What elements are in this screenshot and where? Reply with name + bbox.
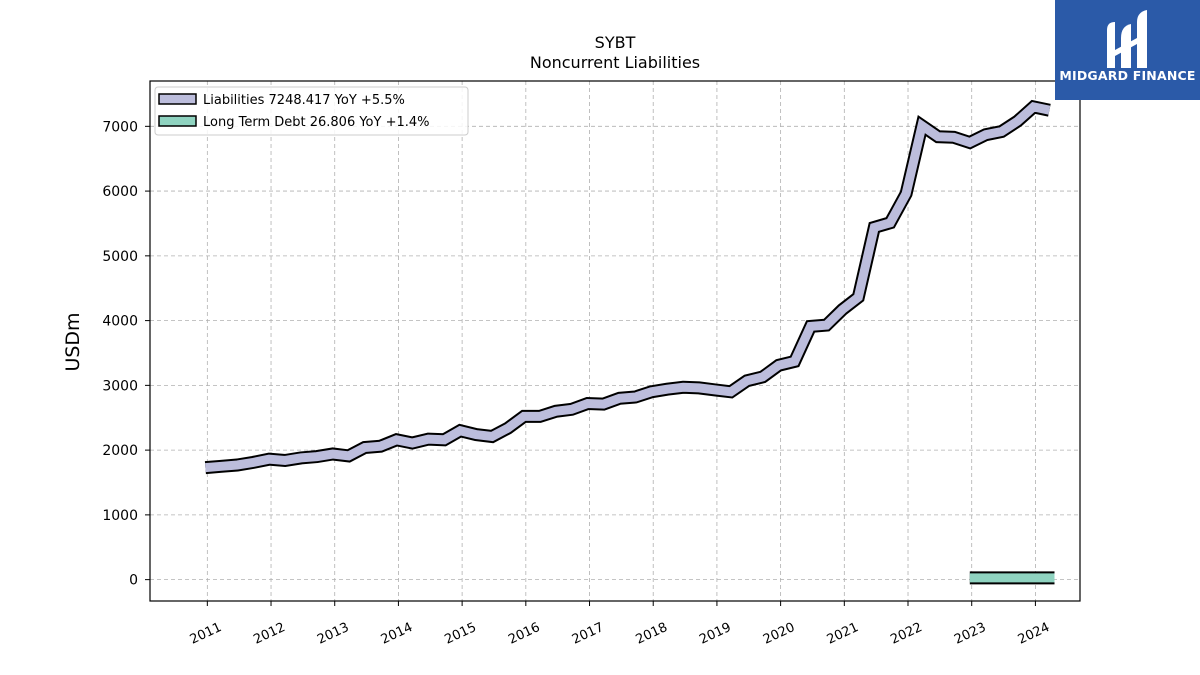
brand-logo: MIDGARD FINANCE	[1055, 0, 1200, 100]
series-outline-liabilities	[204, 99, 1051, 475]
y-tick-label: 3000	[102, 378, 138, 394]
x-tick-label: 2018	[634, 620, 670, 648]
grid	[150, 81, 1080, 601]
y-axis: 0 1000 2000 3000 4000 5000 6000 7000	[102, 119, 150, 589]
x-tick-label: 2021	[825, 620, 861, 648]
y-axis-label: USDm	[62, 312, 84, 371]
x-axis: 2011 2012 2013 2014 2015 2016 2017 2018 2019 2020…	[188, 601, 1052, 648]
y-tick-label: 2000	[102, 443, 138, 459]
logo-brand-text: MIDGARD FINANCE	[1059, 68, 1196, 83]
y-tick-label: 7000	[102, 119, 138, 135]
x-tick-label: 2014	[379, 620, 415, 648]
legend-label-long-term-debt: Long Term Debt 26.806 YoY +1.4%	[203, 115, 430, 130]
legend-swatch-long-term-debt	[158, 115, 197, 127]
x-tick-label: 2016	[506, 620, 542, 648]
x-tick-label: 2020	[761, 620, 797, 648]
y-tick-label: 6000	[102, 184, 138, 200]
x-tick-label: 2015	[442, 620, 478, 648]
x-tick-label: 2024	[1016, 620, 1052, 648]
legend-label-liabilities: Liabilities 7248.417 YoY +5.5%	[203, 93, 405, 108]
x-tick-label: 2011	[188, 620, 224, 648]
x-tick-label: 2019	[697, 620, 733, 648]
x-tick-label: 2022	[888, 620, 924, 648]
legend-box	[154, 86, 469, 136]
y-tick-label: 4000	[102, 314, 138, 330]
y-tick-label: 1000	[102, 508, 138, 524]
y-tick-label: 0	[129, 573, 138, 589]
chart-title: SYBT	[595, 33, 636, 52]
plot-frame	[149, 80, 1081, 602]
chart-subtitle: Noncurrent Liabilities	[530, 53, 700, 72]
legend-swatch-liabilities	[158, 93, 197, 105]
series-line-liabilities	[205, 102, 1051, 473]
x-tick-label: 2012	[251, 620, 287, 648]
x-tick-label: 2017	[570, 620, 606, 648]
y-tick-label: 5000	[102, 249, 138, 265]
legend: Liabilities 7248.417 YoY +5.5% Long Term…	[154, 86, 469, 136]
series-layer	[204, 99, 1055, 585]
x-tick-label: 2023	[952, 620, 988, 648]
logo-mark-icon	[1107, 10, 1147, 68]
x-tick-label: 2013	[315, 620, 351, 648]
